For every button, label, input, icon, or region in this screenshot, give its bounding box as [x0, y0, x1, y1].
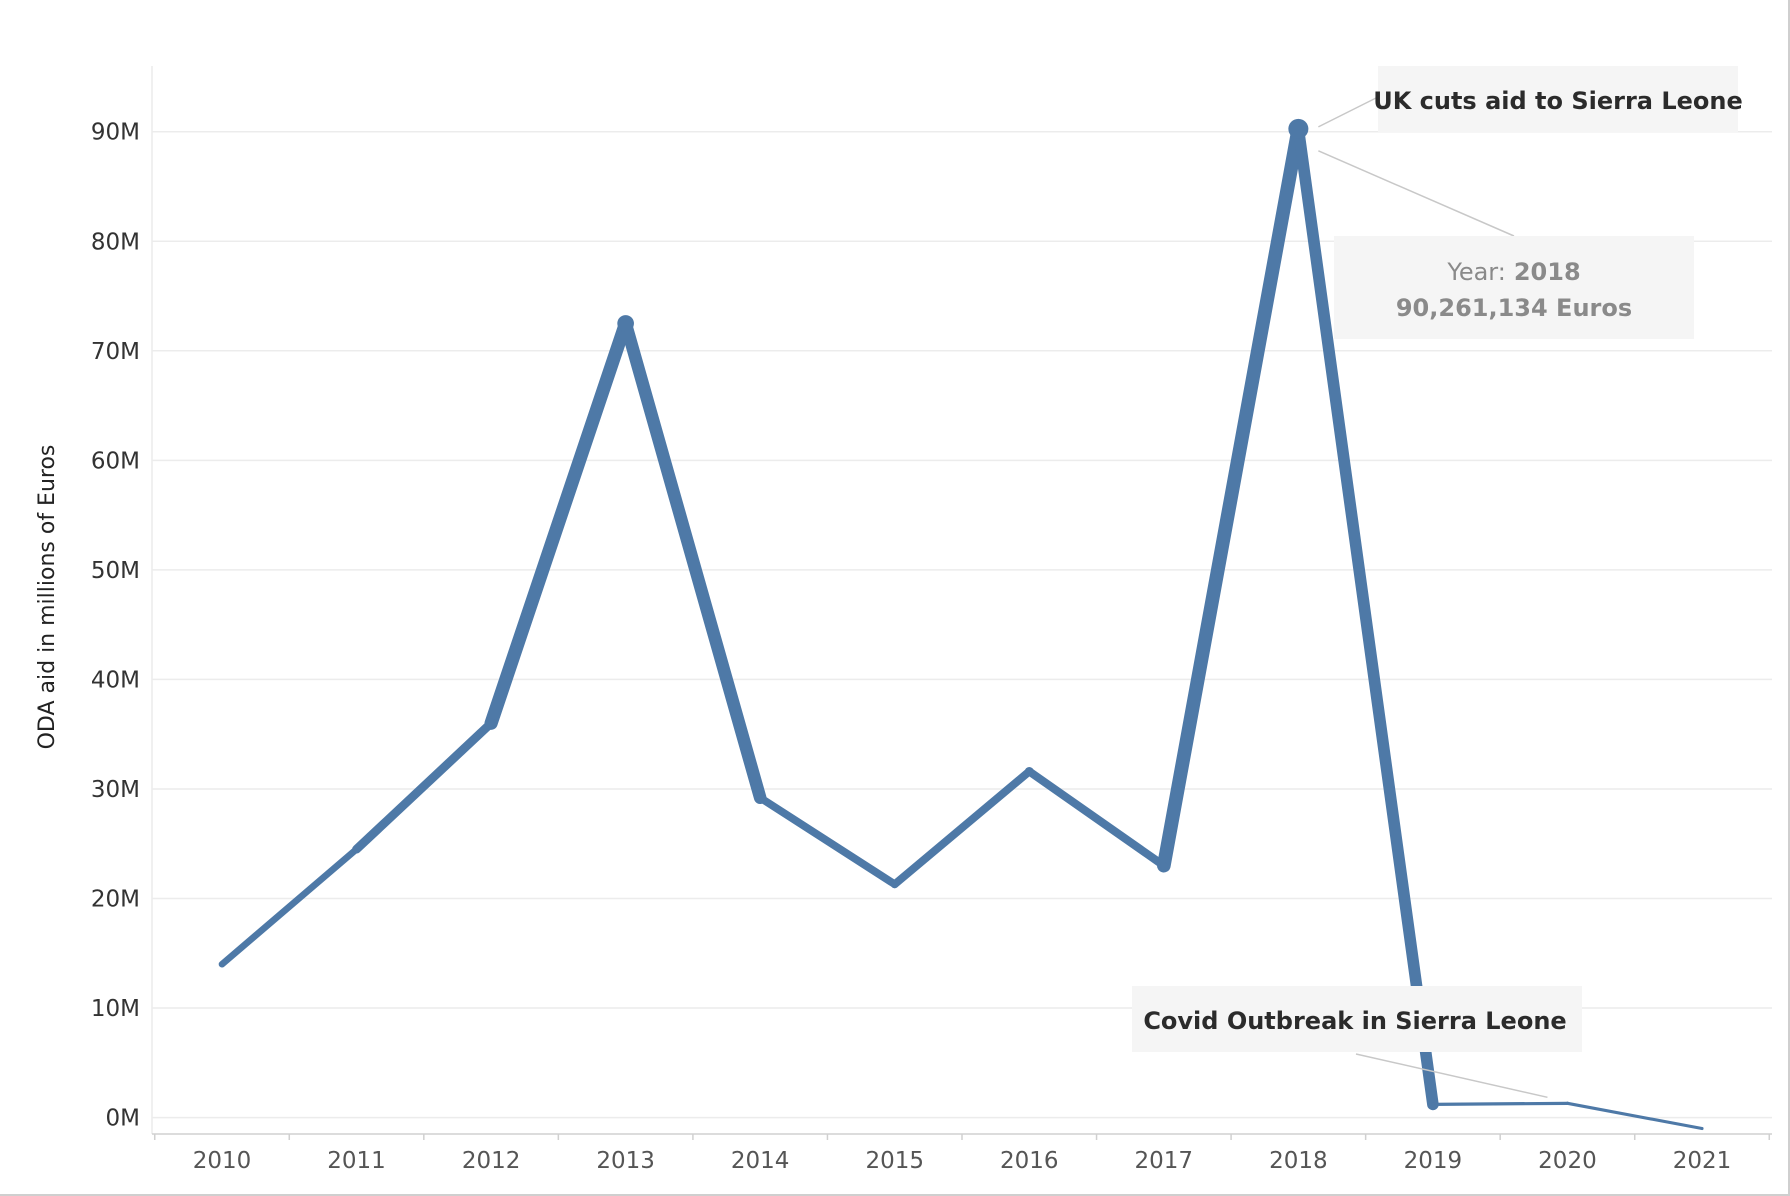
line-segment-2016-2017	[1025, 767, 1168, 870]
data-point-2018[interactable]	[1288, 118, 1309, 139]
data-point-2015[interactable]	[891, 880, 899, 888]
tooltip-year-value: 2018	[1514, 258, 1581, 286]
x-tick-label: 2014	[731, 1148, 790, 1174]
tooltip-amount: 90,261,134 Euros	[1396, 294, 1632, 322]
annotation-2-text: Covid Outbreak in Sierra Leone	[1143, 1007, 1566, 1035]
x-tick-label: 2011	[327, 1148, 386, 1174]
annotations: UK cuts aid to Sierra Leone Covid Outbrea…	[1132, 66, 1743, 1099]
y-tick-label: 40M	[91, 667, 140, 693]
tooltip-box	[1334, 236, 1694, 339]
line-segment-2013-2014	[619, 317, 767, 805]
x-tick-label: 2016	[1000, 1148, 1059, 1174]
annotation-1-connector	[1318, 96, 1379, 128]
tooltip: Year: 2018 90,261,134 Euros	[1318, 150, 1694, 339]
x-tick-label: 2019	[1404, 1148, 1463, 1174]
line-segment-2011-2012	[352, 718, 496, 854]
x-axis: 2010 2011 2012 2013 2014 2015 2016 2017 2018 2019…	[152, 1133, 1772, 1174]
annotation-2-box	[1132, 986, 1582, 1052]
line-segment-2019-2020	[1431, 1101, 1570, 1107]
annotation-1-text: UK cuts aid to Sierra Leone	[1373, 87, 1743, 115]
x-tick-label: 2021	[1673, 1148, 1732, 1174]
line-segment-2014-2015	[756, 793, 899, 889]
data-point-2017[interactable]	[1160, 861, 1168, 870]
y-axis: 0M 10M 20M 30M 40M 50M 60M 70M 80M 90M	[91, 120, 140, 1132]
tooltip-year-line: Year: 2018	[1446, 258, 1580, 286]
y-tick-label: 80M	[91, 229, 140, 255]
x-tick-label: 2017	[1135, 1148, 1194, 1174]
x-tick-label: 2020	[1538, 1148, 1597, 1174]
y-tick-label: 30M	[91, 777, 140, 803]
data-point-2020[interactable]	[1565, 1101, 1570, 1105]
data-point-2013[interactable]	[617, 315, 634, 332]
y-tick-label: 10M	[91, 996, 140, 1022]
line-segment-2015-2016	[890, 767, 1034, 889]
y-axis-title: ODA aid in millions of Euros	[35, 445, 60, 750]
data-point-2019[interactable]	[1431, 1102, 1435, 1107]
data-point-2016[interactable]	[1024, 766, 1034, 776]
data-point-2011[interactable]	[352, 845, 361, 854]
data-point-2010[interactable]	[219, 961, 225, 968]
x-tick-label: 2010	[193, 1148, 252, 1174]
x-tick-label: 2012	[462, 1148, 521, 1174]
data-point-2012[interactable]	[486, 718, 496, 729]
annotation-1-box	[1378, 66, 1738, 132]
y-tick-label: 70M	[91, 339, 140, 365]
line-segment-2010-2011	[218, 845, 360, 968]
data-point-2021[interactable]	[1700, 1127, 1704, 1131]
x-tick-label: 2013	[596, 1148, 655, 1174]
line-segment-2020-2021	[1565, 1101, 1704, 1131]
y-tick-label: 20M	[91, 886, 140, 912]
tooltip-year-label: Year:	[1446, 258, 1505, 286]
y-tick-label: 50M	[91, 558, 140, 584]
y-tick-label: 90M	[91, 120, 140, 146]
line-segment-2012-2013	[484, 316, 633, 730]
data-point-2014[interactable]	[755, 793, 765, 802]
y-tick-label: 0M	[106, 1106, 140, 1132]
annotation-2-connector	[1355, 1053, 1548, 1099]
line-segment-2017-2018	[1156, 122, 1306, 873]
y-tick-label: 60M	[91, 448, 140, 474]
x-tick-label: 2018	[1269, 1148, 1328, 1174]
grid-lines	[151, 66, 1772, 1134]
line-segment-2018-2019	[1292, 123, 1439, 1111]
x-tick-label: 2015	[865, 1148, 924, 1174]
tooltip-connector	[1318, 150, 1515, 237]
series-line	[218, 118, 1704, 1131]
